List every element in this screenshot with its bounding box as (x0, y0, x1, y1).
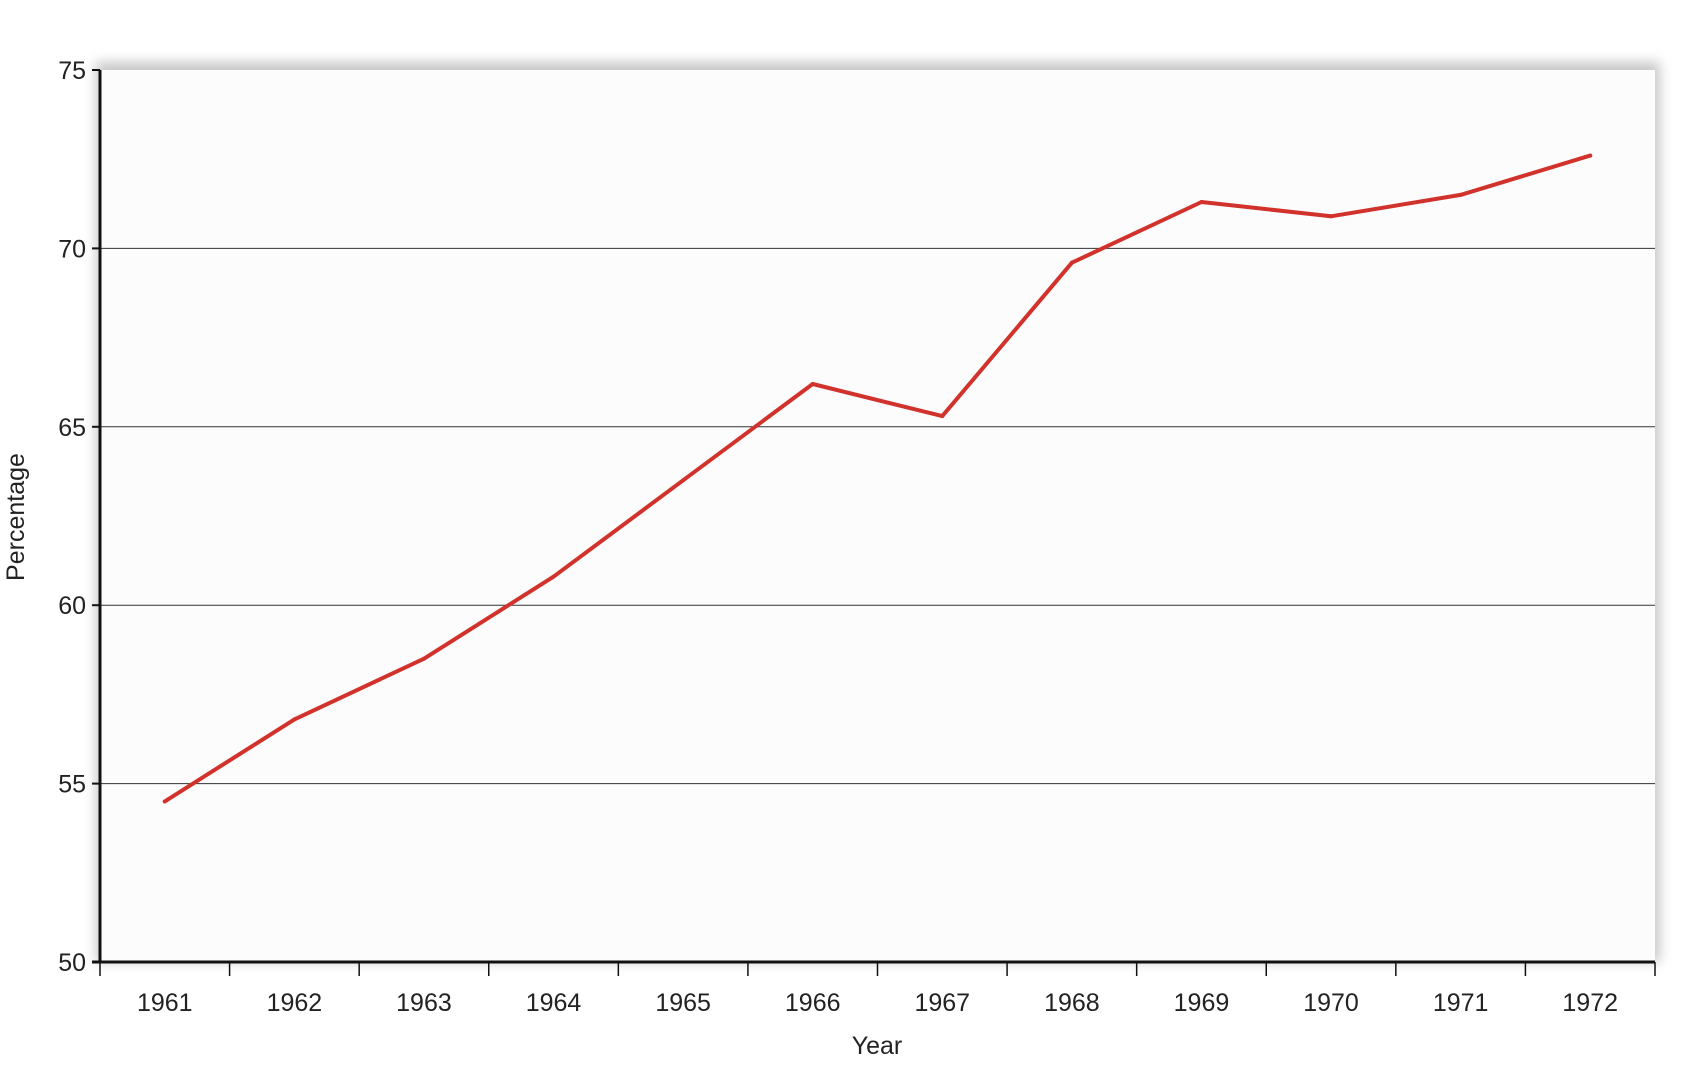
data-point-1962 (292, 717, 297, 722)
data-point-1967 (940, 414, 945, 419)
y-tick-label-70: 70 (58, 235, 86, 263)
series-line-0 (162, 153, 1593, 804)
x-tick-label-1970: 1970 (1303, 989, 1359, 1017)
tick-labels: 50 55 60 65 70 75 1961 1962 1963 1964 1965 1966 1967… (58, 57, 1618, 1017)
data-point-1963 (421, 656, 426, 661)
plot-area (100, 70, 1655, 962)
gridlines (100, 247, 1655, 785)
x-tick-label-1961: 1961 (137, 989, 193, 1017)
data-point-1971 (1458, 192, 1463, 197)
x-tick-label-1966: 1966 (785, 989, 841, 1017)
data-point-1966 (810, 381, 815, 386)
x-tick-label-1968: 1968 (1044, 989, 1100, 1017)
x-tick-label-1972: 1972 (1562, 989, 1618, 1017)
data-point-1972 (1588, 153, 1593, 158)
x-tick-label-1967: 1967 (914, 989, 970, 1017)
x-tick-label-1969: 1969 (1174, 989, 1230, 1017)
data-point-1964 (551, 574, 556, 579)
x-tick-label-1962: 1962 (267, 989, 323, 1017)
data-point-1968 (1069, 260, 1074, 265)
y-tick-label-55: 55 (58, 771, 86, 799)
y-tick-label-65: 65 (58, 414, 86, 442)
data-point-1965 (681, 478, 686, 483)
x-tick-label-1963: 1963 (396, 989, 452, 1017)
x-axis-label: Year (852, 1032, 903, 1060)
y-tick-label-60: 60 (58, 592, 86, 620)
data-point-1970 (1329, 214, 1334, 219)
y-axis-label: Percentage (2, 453, 30, 581)
data-point-1969 (1199, 200, 1204, 205)
y-tick-label-50: 50 (58, 949, 86, 977)
y-tick-label-75: 75 (58, 57, 86, 85)
axes (92, 69, 1656, 976)
x-tick-label-1965: 1965 (655, 989, 711, 1017)
x-tick-label-1964: 1964 (526, 989, 582, 1017)
x-tick-label-1971: 1971 (1433, 989, 1489, 1017)
series (162, 153, 1593, 804)
data-point-1961 (162, 799, 167, 804)
